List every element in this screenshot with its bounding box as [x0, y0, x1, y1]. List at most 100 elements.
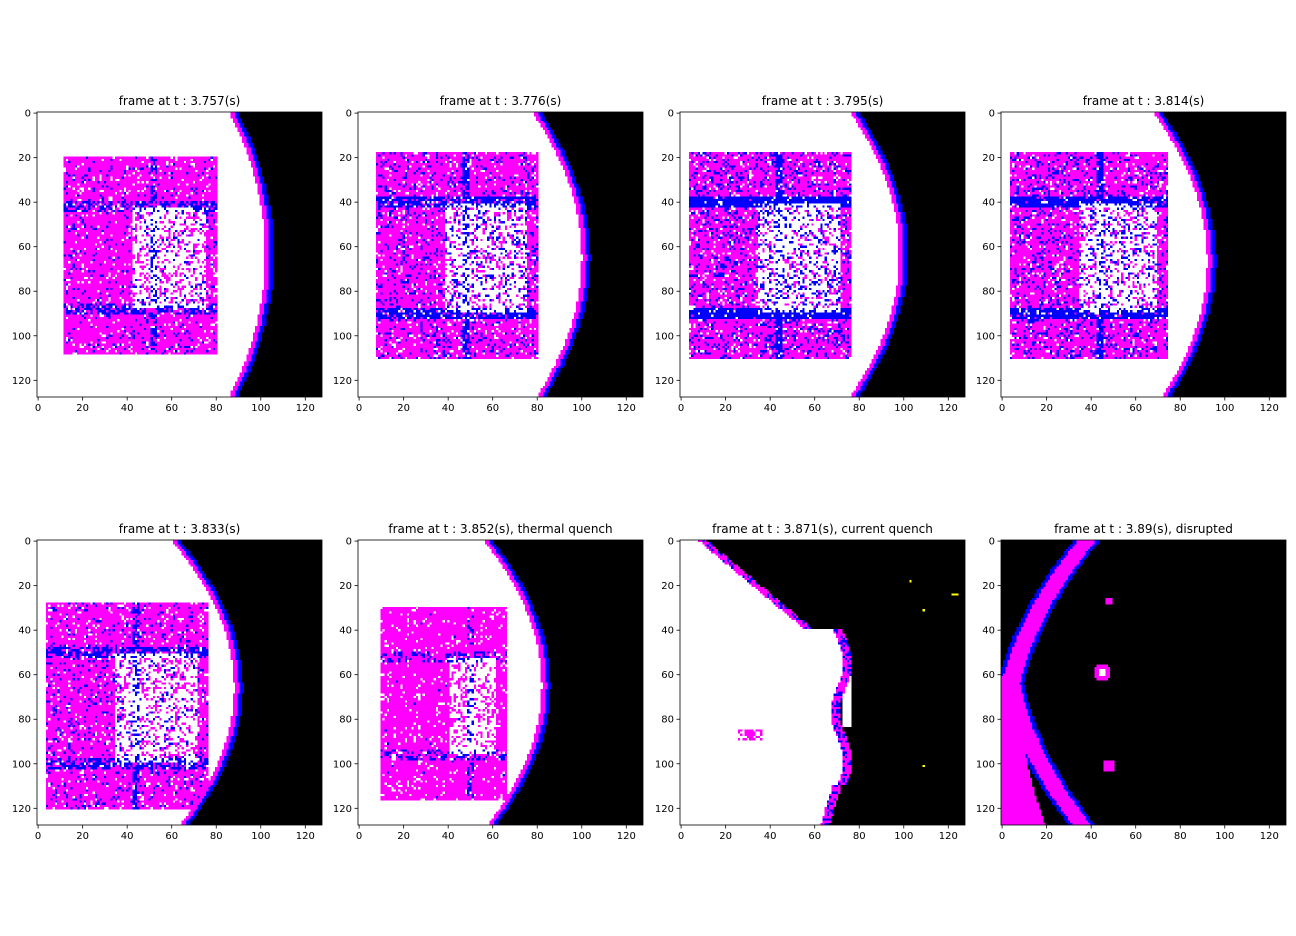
x-tick-label: 60 [486, 831, 499, 842]
y-tick-label: 60 [982, 242, 995, 253]
x-tick-label: 80 [853, 403, 866, 414]
x-tick-label: 40 [1085, 403, 1098, 414]
x-tick-label: 20 [397, 831, 410, 842]
axes-frame [357, 111, 644, 398]
x-tick-label: 60 [808, 403, 821, 414]
panel-3: frame at t : 3.795(s) 0 20 40 60 80 100 120 0 20 4… [655, 94, 966, 414]
x-tick-label: 120 [1260, 831, 1279, 842]
y-tick-label: 0 [989, 537, 995, 548]
y-tick-label: 120 [655, 804, 674, 815]
x-tick-label: 80 [210, 831, 223, 842]
y-tick-label: 40 [339, 198, 352, 209]
x-tick-label: 120 [296, 831, 315, 842]
y-tick-label: 40 [661, 198, 674, 209]
y-tick-label: 0 [668, 109, 674, 120]
x-tick-label: 0 [999, 403, 1005, 414]
panel-8: frame at t : 3.89(s), disrupted 0 20 40 60 80… [976, 522, 1287, 842]
y-tick-label: 120 [333, 804, 352, 815]
y-tick-label: 20 [339, 153, 352, 164]
y-tick-label: 20 [661, 153, 674, 164]
x-tick-label: 0 [999, 831, 1005, 842]
x-tick-label: 60 [1129, 831, 1142, 842]
panel-title: frame at t : 3.795(s) [762, 94, 884, 108]
x-tick-label: 20 [719, 403, 732, 414]
frame-image [680, 540, 965, 825]
x-tick-label: 40 [121, 831, 134, 842]
y-tick-label: 60 [18, 670, 31, 681]
y-tick-label: 80 [661, 287, 674, 298]
x-tick-label: 100 [1215, 831, 1234, 842]
y-tick-label: 20 [18, 153, 31, 164]
y-tick-label: 120 [12, 376, 31, 387]
panel-title: frame at t : 3.89(s), disrupted [1054, 522, 1233, 536]
y-tick-label: 0 [25, 109, 31, 120]
x-tick-label: 80 [1174, 403, 1187, 414]
x-tick-label: 120 [939, 831, 958, 842]
y-tick-label: 40 [18, 626, 31, 637]
x-tick-label: 120 [296, 403, 315, 414]
x-tick-label: 40 [764, 403, 777, 414]
y-tick-label: 100 [655, 759, 674, 770]
panel-title: frame at t : 3.852(s), thermal quench [388, 522, 612, 536]
y-tick-label: 80 [18, 287, 31, 298]
y-tick-label: 0 [346, 109, 352, 120]
frame-image [358, 540, 643, 825]
y-tick-label: 100 [976, 331, 995, 342]
x-tick-label: 20 [397, 403, 410, 414]
x-tick-label: 60 [1129, 403, 1142, 414]
panel-title: frame at t : 3.833(s) [119, 522, 241, 536]
x-tick-label: 20 [719, 831, 732, 842]
y-tick-label: 40 [18, 198, 31, 209]
frame-image [1001, 540, 1286, 825]
panel-5: frame at t : 3.833(s) 0 20 40 60 80 100 120 0 20 4… [12, 522, 323, 842]
y-tick-label: 120 [333, 376, 352, 387]
y-tick-label: 60 [18, 242, 31, 253]
x-tick-label: 60 [165, 831, 178, 842]
y-tick-label: 120 [655, 376, 674, 387]
y-tick-label: 100 [333, 759, 352, 770]
panel-2: frame at t : 3.776(s) 0 20 40 60 80 100 120 0 20 4… [333, 94, 644, 414]
y-tick-label: 60 [982, 670, 995, 681]
x-tick-label: 0 [35, 403, 41, 414]
x-tick-label: 100 [572, 403, 591, 414]
y-tick-label: 20 [982, 581, 995, 592]
x-tick-label: 20 [1040, 403, 1053, 414]
axes-frame [679, 539, 966, 826]
y-tick-label: 100 [976, 759, 995, 770]
x-tick-label: 20 [76, 403, 89, 414]
y-tick-label: 80 [982, 715, 995, 726]
y-tick-label: 0 [668, 537, 674, 548]
y-tick-label: 60 [339, 670, 352, 681]
y-tick-label: 40 [661, 626, 674, 637]
axes-frame [36, 539, 323, 826]
panel-title: frame at t : 3.814(s) [1083, 94, 1205, 108]
panel-6: frame at t : 3.852(s), thermal quench 0 20… [333, 522, 644, 842]
y-tick-label: 120 [12, 804, 31, 815]
x-tick-label: 40 [442, 403, 455, 414]
x-tick-label: 60 [165, 403, 178, 414]
y-tick-label: 0 [989, 109, 995, 120]
x-tick-label: 100 [251, 831, 270, 842]
x-tick-label: 40 [121, 403, 134, 414]
x-tick-label: 0 [35, 831, 41, 842]
panel-7: frame at t : 3.871(s), current quench 0 20… [655, 522, 966, 842]
y-tick-label: 100 [333, 331, 352, 342]
y-tick-label: 20 [982, 153, 995, 164]
x-tick-label: 80 [531, 403, 544, 414]
x-tick-label: 120 [939, 403, 958, 414]
x-tick-label: 0 [356, 403, 362, 414]
x-tick-label: 0 [678, 831, 684, 842]
panel-title: frame at t : 3.757(s) [119, 94, 241, 108]
x-tick-label: 60 [486, 403, 499, 414]
y-tick-label: 0 [346, 537, 352, 548]
y-tick-label: 100 [12, 759, 31, 770]
x-tick-label: 40 [1085, 831, 1098, 842]
y-tick-label: 0 [25, 537, 31, 548]
y-tick-label: 20 [339, 581, 352, 592]
y-tick-label: 80 [339, 715, 352, 726]
panel-title: frame at t : 3.871(s), current quench [712, 522, 933, 536]
x-tick-label: 80 [531, 831, 544, 842]
x-tick-label: 100 [1215, 403, 1234, 414]
y-tick-label: 40 [982, 626, 995, 637]
y-tick-label: 120 [976, 804, 995, 815]
